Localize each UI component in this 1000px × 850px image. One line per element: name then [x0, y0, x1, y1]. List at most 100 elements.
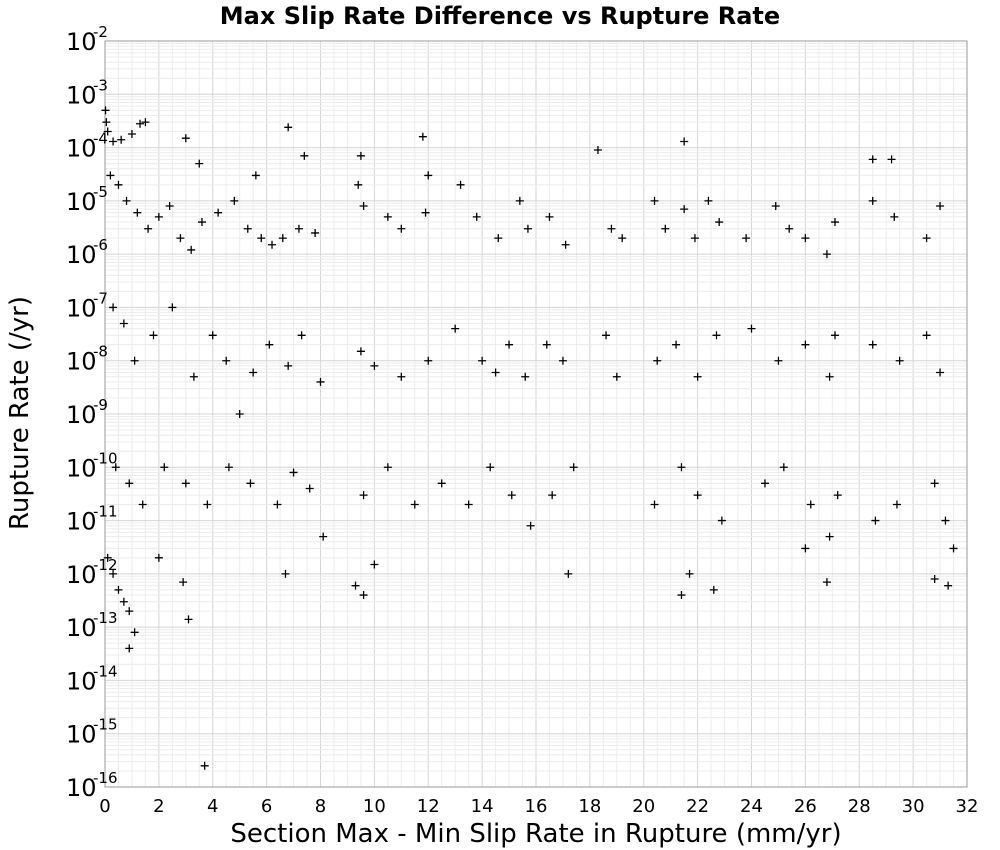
y-tick-exponent: -12 — [93, 556, 118, 574]
data-point — [235, 410, 244, 418]
data-point — [558, 356, 567, 365]
x-tick-label: 30 — [902, 796, 925, 817]
data-point — [507, 491, 516, 500]
data-point — [246, 479, 255, 488]
chart-title: Max Slip Rate Difference vs Rupture Rate — [220, 2, 780, 30]
data-point — [251, 171, 260, 180]
data-point — [130, 628, 139, 637]
data-point — [184, 615, 193, 624]
y-tick-base: 10 — [66, 401, 97, 429]
data-point — [160, 463, 169, 472]
data-point — [284, 123, 293, 132]
y-tick-label: 10-13 — [66, 609, 118, 642]
data-point — [680, 137, 689, 146]
data-point — [472, 212, 481, 221]
x-tick-label: 14 — [471, 796, 494, 817]
data-point — [494, 234, 503, 243]
data-point — [685, 569, 694, 578]
y-tick-exponent: -15 — [93, 716, 118, 734]
y-tick-base: 10 — [66, 667, 97, 695]
y-tick-label: 10-10 — [66, 449, 118, 482]
data-point — [478, 356, 487, 365]
data-point — [359, 491, 368, 500]
data-point — [319, 532, 328, 541]
x-tick-label: 28 — [848, 796, 871, 817]
data-point — [785, 224, 794, 233]
data-point — [165, 202, 174, 211]
data-point — [257, 234, 266, 243]
data-point — [822, 578, 831, 587]
data-point — [526, 521, 535, 530]
data-point — [451, 324, 460, 333]
y-tick-exponent: -4 — [93, 130, 108, 148]
y-tick-label: 10-6 — [66, 236, 108, 269]
data-point — [278, 234, 287, 243]
data-point — [354, 180, 363, 189]
data-point — [569, 463, 578, 472]
y-tick-label: 10-14 — [66, 662, 118, 695]
data-point — [181, 479, 190, 488]
data-point — [936, 202, 945, 211]
data-point — [179, 578, 188, 587]
x-tick-label: 8 — [315, 796, 326, 817]
data-point — [195, 159, 204, 168]
data-point — [690, 234, 699, 243]
data-point — [418, 132, 427, 141]
data-point — [316, 377, 325, 386]
grid-layer — [104, 41, 968, 788]
y-tick-base: 10 — [66, 721, 97, 749]
data-point — [305, 484, 314, 493]
data-point — [936, 368, 945, 377]
x-tick-label: 4 — [207, 796, 218, 817]
data-point — [887, 155, 896, 164]
data-point — [383, 463, 392, 472]
data-point — [289, 468, 298, 477]
y-tick-base: 10 — [66, 561, 97, 589]
data-point — [197, 218, 206, 227]
data-point — [130, 356, 139, 365]
data-point — [871, 516, 880, 525]
y-tick-base: 10 — [66, 135, 97, 163]
y-tick-base: 10 — [66, 241, 97, 269]
data-point — [607, 224, 616, 233]
x-tick-label: 22 — [686, 796, 709, 817]
x-axis-label: Section Max - Min Slip Rate in Rupture (… — [230, 819, 841, 849]
data-point — [383, 212, 392, 221]
data-point — [717, 516, 726, 525]
y-tick-exponent: -14 — [93, 662, 118, 680]
data-point — [593, 146, 602, 155]
data-point — [693, 491, 702, 500]
data-point — [421, 208, 430, 217]
data-point — [680, 205, 689, 214]
data-point — [564, 569, 573, 578]
data-point — [464, 500, 473, 509]
data-point — [561, 240, 570, 249]
data-point — [677, 591, 686, 600]
data-point — [779, 463, 788, 472]
data-point — [709, 585, 718, 594]
data-point — [230, 196, 239, 205]
data-point — [602, 331, 611, 340]
data-point — [294, 224, 303, 233]
y-tick-label: 10-7 — [66, 289, 108, 322]
data-point — [265, 340, 274, 349]
data-point — [300, 151, 309, 160]
data-point — [672, 340, 681, 349]
y-tick-exponent: -5 — [93, 183, 108, 201]
data-point — [136, 119, 145, 128]
x-tick-label: 6 — [261, 796, 272, 817]
data-point — [117, 135, 126, 144]
data-point — [410, 500, 419, 509]
y-tick-base: 10 — [66, 294, 97, 322]
y-tick-label: 10-16 — [66, 769, 118, 802]
data-point — [200, 761, 209, 770]
data-point — [715, 218, 724, 227]
data-point — [742, 234, 751, 243]
data-point — [922, 234, 931, 243]
data-point — [109, 303, 118, 312]
y-tick-label: 10-8 — [66, 343, 108, 376]
data-point — [144, 224, 153, 233]
data-point — [133, 208, 142, 217]
data-point — [515, 196, 524, 205]
